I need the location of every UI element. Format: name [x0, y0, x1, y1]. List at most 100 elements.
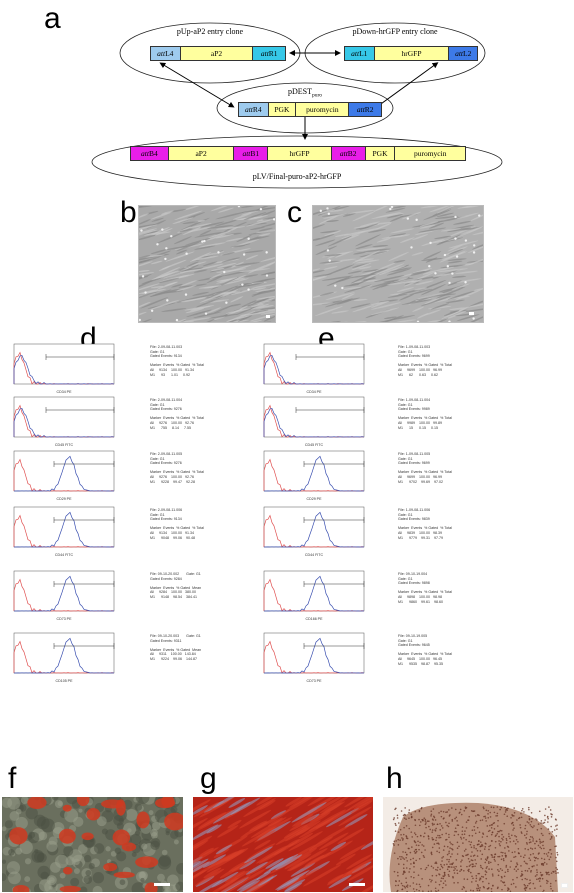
flow-e-stats-0: File: 1-09-08-11.003 Gate: G1 Gated Even… — [398, 345, 452, 377]
pDest-segment-3-site: R2 — [364, 105, 374, 114]
pFinal-segment-0-site: B4 — [148, 149, 158, 158]
arrow-pDown-pDest — [375, 62, 439, 108]
flow-d-stain-curve-5 — [14, 637, 115, 674]
pFinal-segment-6: puromycin — [395, 147, 466, 160]
pFinal-segment-3: hrGFP — [268, 147, 332, 160]
flow-d-stain-curve-1 — [13, 408, 115, 438]
flow-e-xlabel-3: CD44 FITC — [305, 553, 324, 557]
panel-letter-g: g — [200, 762, 217, 795]
pDest-title-sub: puro — [311, 92, 323, 99]
flow-d-stats-1: File: 2-09-08-11.004 Gate: G1 Gated Even… — [150, 398, 204, 430]
pDest-cassette: att R4 PGK puromycin att R2 — [238, 102, 382, 117]
flow-e-stats-2: File: 1-09-08-11.005 Gate: G1 Gated Even… — [398, 452, 452, 484]
flow-d-stats-5: File: 09-10-20.003 Gate: G1 Gated Events… — [150, 634, 202, 661]
flow-e-histogram-5: CD73 PE — [263, 632, 365, 683]
arrow-pUp-pDest — [159, 62, 235, 108]
flow-d-stats-4: File: 09-10-20.002 Gate: G1 Gated Events… — [150, 572, 202, 599]
oil-red-stain-f — [2, 797, 183, 892]
flow-d-histogram-0: CD34 PE — [13, 343, 115, 394]
pFinal-segment-2: att B1 — [234, 147, 269, 160]
flow-e-histogram-4: CD166 PE — [263, 570, 365, 621]
flow-d-xlabel-1: CD45 FITC — [55, 443, 74, 447]
pUp-segment-2-site: R1 — [268, 49, 278, 58]
scale-bar-f — [154, 883, 170, 886]
cells-image-b — [139, 206, 275, 322]
pUp-cassette: att L4 aP2 att R1 — [150, 46, 286, 61]
pDest-segment-1: PGK — [268, 103, 297, 116]
microscopy-panel-b — [138, 205, 276, 323]
flow-d-xlabel-0: CD34 PE — [57, 390, 73, 394]
flow-e-stats-3: File: 1-09-08-11.006 Gate: G1 Gated Even… — [398, 508, 452, 540]
panel-letter-b: b — [120, 196, 137, 229]
pDest-title: pDESTpuro — [245, 87, 365, 99]
tissue-section-h — [383, 797, 573, 892]
flow-d-stain-curve-4 — [14, 575, 115, 612]
pUp-segment-0: att L4 — [151, 47, 181, 60]
flow-e-stats-4: File: 09-10-19.004 Gate: G1 Gated Events… — [398, 572, 452, 604]
flow-e-xlabel-5: CD73 PE — [307, 679, 323, 683]
flow-e-stats-5: File: 09-10-19.005 Gate: G1 Gated Events… — [398, 634, 452, 666]
pDown-segment-0-att: att — [351, 49, 360, 58]
panel-letter-f: f — [8, 762, 17, 795]
pDown-cassette: att L1 hrGFP att L2 — [344, 46, 478, 61]
flow-d-histogram-1: CD45 FITC — [13, 396, 115, 447]
cloning-diagram — [91, 22, 503, 189]
flow-d-stain-curve-0 — [13, 355, 115, 385]
pDown-segment-2: att L2 — [449, 47, 477, 60]
flow-e-histogram-2: CD29 PE — [263, 450, 365, 501]
staining-image-f — [2, 797, 183, 892]
flow-d-histogram-3: CD44 FITC — [13, 506, 115, 557]
pFinal-segment-2-att: att — [242, 149, 251, 158]
pUp-segment-0-site: L4 — [165, 49, 174, 58]
pDown-segment-0-site: L1 — [359, 49, 368, 58]
pDown-segment-2-att: att — [455, 49, 463, 58]
pDest-segment-3: att R2 — [349, 103, 381, 116]
flow-d-histogram-5: CD105 PE — [13, 632, 115, 683]
pFinal-segment-4-site: B2 — [347, 149, 357, 158]
pUp-segment-2-att: att — [260, 49, 269, 58]
pDest-segment-0-site: R4 — [252, 105, 262, 114]
staining-image-h — [383, 797, 573, 892]
pDest-segment-3-att: att — [356, 105, 365, 114]
pDest-segment-0: att R4 — [239, 103, 269, 116]
flow-e-xlabel-4: CD166 PE — [306, 617, 324, 621]
flow-d-xlabel-2: CD29 PE — [57, 497, 73, 501]
pUp-title: pUp-aP2 entry clone — [176, 27, 244, 36]
flow-e-histogram-1: CD45 FITC — [263, 396, 365, 447]
pFinal-segment-5: PGK — [365, 147, 396, 160]
cells-image-c — [313, 206, 483, 322]
flow-d-stain-curve-3 — [14, 511, 115, 548]
panel-letter-a: a — [44, 2, 61, 35]
pUp-segment-2: att R1 — [253, 47, 285, 60]
flow-e-stain-curve-0 — [263, 355, 365, 385]
pFinal-segment-0-att: att — [141, 149, 149, 158]
scale-bar-c — [469, 312, 474, 315]
flow-e-histogram-3: CD44 FITC — [263, 506, 365, 557]
pFinal-cassette: att B4 aP2 att B1 hrGFP att B2 PGK puromycin — [130, 146, 466, 161]
flow-e-xlabel-0: CD34 PE — [307, 390, 323, 394]
panel-letter-c: c — [287, 196, 302, 229]
pFinal-segment-4: att B2 — [331, 147, 366, 160]
scale-bar-g — [349, 883, 365, 886]
pDest-segment-0-att: att — [244, 105, 253, 114]
scale-bar-h — [561, 883, 568, 888]
flow-e-stain-curve-5 — [264, 637, 365, 674]
flow-e-xlabel-1: CD45 FITC — [305, 443, 324, 447]
pFinal-title: pLV/Final-puro-aP2-hrGFP — [252, 172, 342, 181]
pDown-segment-2-site: L2 — [463, 49, 472, 58]
scale-bar-b — [266, 315, 270, 318]
pFinal-segment-4-att: att — [339, 149, 348, 158]
flow-d-stats-2: File: 2-09-08-11.005 Gate: G1 Gated Even… — [150, 452, 204, 484]
pFinal-segment-2-site: B1 — [250, 149, 260, 158]
pFinal-plasmid-outline — [91, 135, 503, 189]
flow-d-histogram-4: CD73 PE — [13, 570, 115, 621]
flow-e-stain-curve-4 — [264, 575, 365, 612]
flow-d-xlabel-3: CD44 FITC — [55, 553, 74, 557]
flow-d-stats-3: File: 2-09-08-11.006 Gate: G1 Gated Even… — [150, 508, 204, 540]
pUp-segment-1: aP2 — [180, 47, 254, 60]
pDest-title-main: pDEST — [287, 87, 312, 96]
pDown-title: pDown-hrGFP entry clone — [352, 27, 438, 36]
flow-d-xlabel-5: CD105 PE — [56, 679, 74, 683]
pUp-segment-0-att: att — [157, 49, 166, 58]
flow-d-stain-curve-2 — [14, 455, 115, 492]
